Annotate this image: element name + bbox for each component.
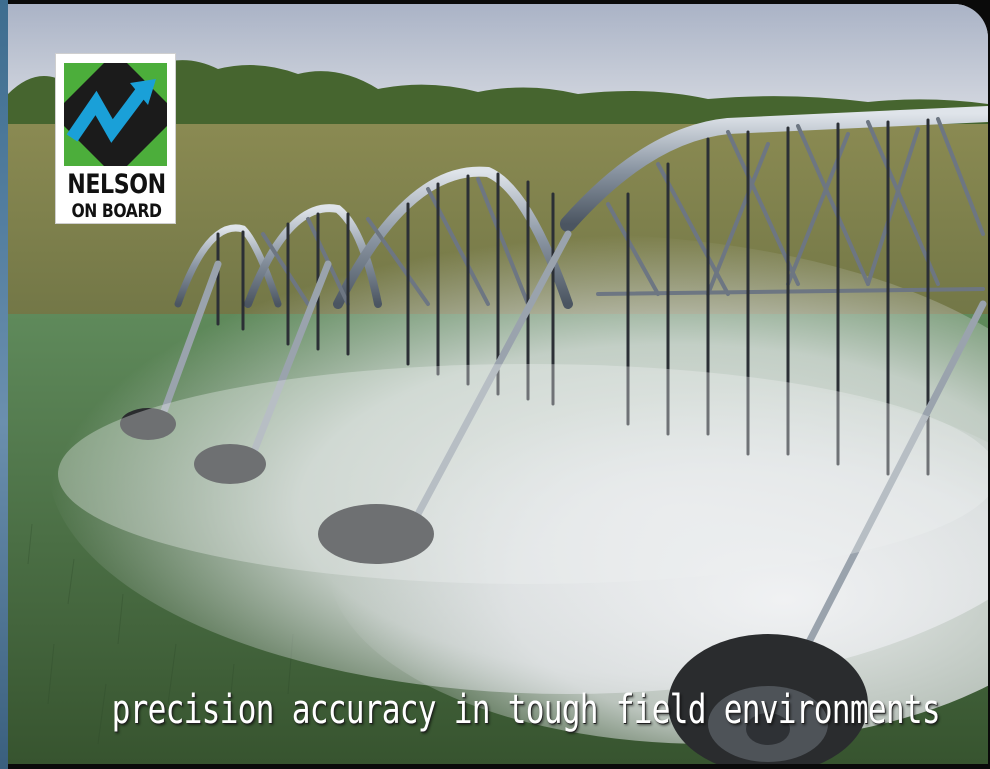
nelson-zigzag-arrow-icon [64, 63, 167, 166]
left-border-strip [0, 0, 8, 769]
nelson-on-board-logo: NELSON ON BOARD [55, 53, 176, 224]
center-pivot-irrigation-icon [8, 4, 988, 764]
irrigation-photo [8, 4, 988, 764]
logo-text-nelson: NELSON [67, 169, 166, 200]
logo-text-on-board: ON BOARD [71, 200, 162, 222]
tagline: precision accuracy in tough field enviro… [111, 687, 941, 733]
